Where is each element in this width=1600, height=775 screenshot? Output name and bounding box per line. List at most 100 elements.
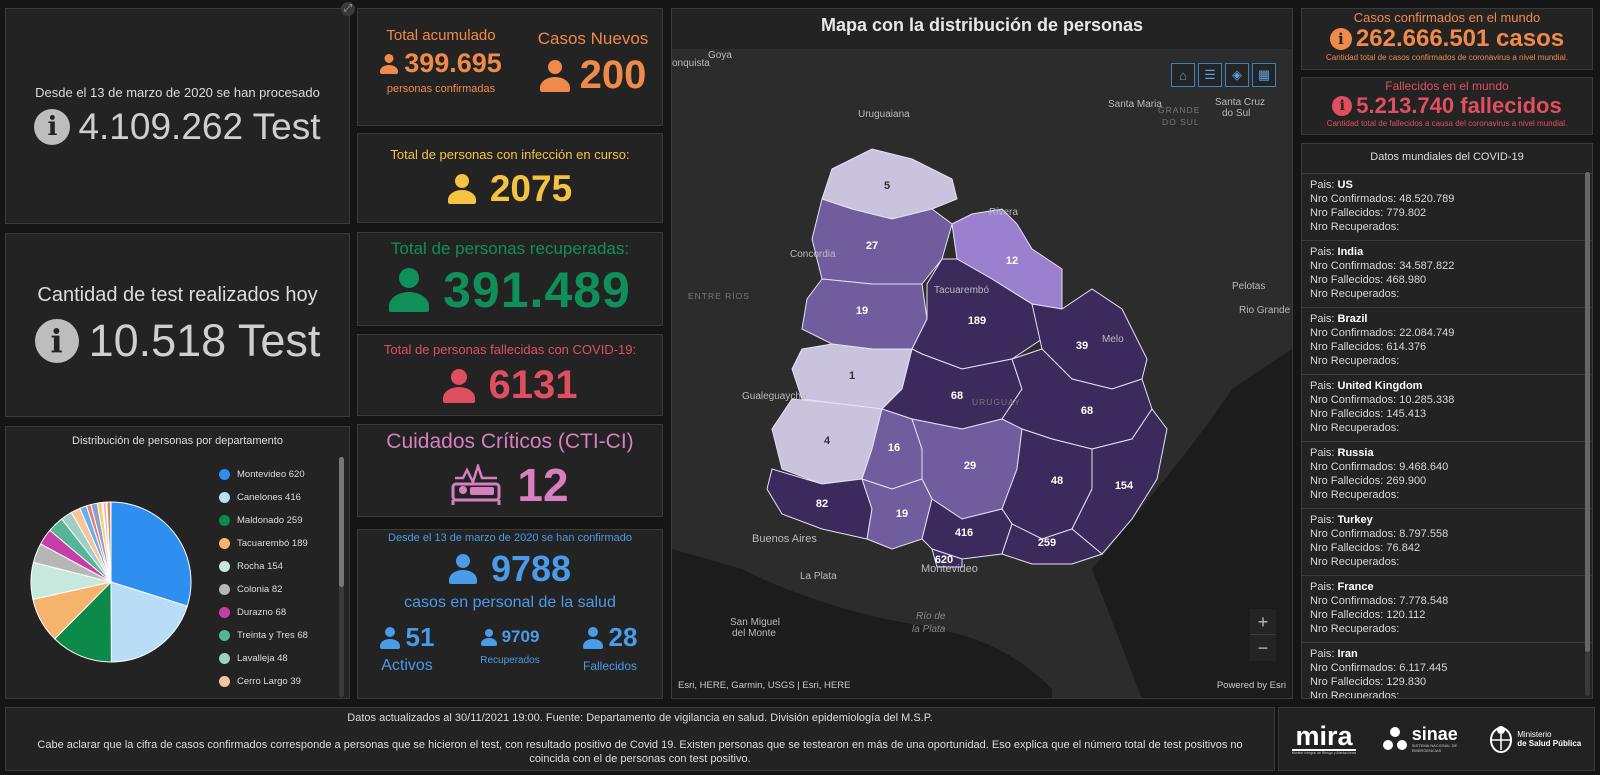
fallecidas-title: Total de personas fallecidas con COVID-1… <box>383 342 637 357</box>
map-region-rocha[interactable] <box>1071 408 1168 555</box>
map-region-value-soriano: 4 <box>824 435 831 447</box>
home-icon[interactable]: ⌂ <box>1171 63 1195 87</box>
country-list-scrollbar-thumb[interactable] <box>1585 172 1590 652</box>
legend-item[interactable]: Colonia 82 <box>219 578 308 601</box>
acumulado-sub: personas confirmadas <box>386 83 496 95</box>
map-region-tacuarembó[interactable] <box>911 258 1043 370</box>
map-region-value-durazno: 68 <box>951 390 963 402</box>
map-region-montevideo[interactable] <box>931 548 963 568</box>
map-place-uruguay: URUGUAY <box>972 397 1021 407</box>
country-fallecidos: Nro Fallecidos: 120.112 <box>1310 609 1426 621</box>
country-entry[interactable]: Pais: Brazil Nro Confirmados: 22.084.749 N… <box>1302 308 1592 375</box>
salud-fallecidos: 28 Fallecidos <box>570 622 650 673</box>
country-confirmados: Nro Confirmados: 9.468.640 <box>1310 461 1449 473</box>
hospital-bed-icon <box>451 463 501 505</box>
legend-swatch <box>219 515 230 526</box>
country-list-scrollbar[interactable] <box>1585 172 1590 696</box>
salud-activos-value: 51 <box>405 622 435 652</box>
country-list[interactable]: Pais: US Nro Confirmados: 48.520.789 Nro F… <box>1302 174 1592 698</box>
zoom-in-button[interactable]: + <box>1250 609 1276 635</box>
pie-slice-maldonado[interactable] <box>54 580 112 663</box>
qr-grid-icon[interactable]: ▦ <box>1252 63 1276 87</box>
map-region-maldonado[interactable] <box>1001 523 1104 565</box>
country-entry[interactable]: Pais: US Nro Confirmados: 48.520.789 Nro F… <box>1302 174 1592 241</box>
legend-item[interactable]: Rocha 154 <box>219 555 308 578</box>
mira-logo: mira Monitor Integral de Riesgo y Afecta… <box>1291 721 1357 755</box>
map-region-value-maldonado: 259 <box>1038 537 1056 549</box>
legend-item[interactable]: Montevideo 620 <box>219 463 308 486</box>
legend-list-icon[interactable]: ☰ <box>1198 63 1222 87</box>
tests-total-value: 4.109.262 Test <box>78 105 321 147</box>
map-place-do-sul: DO SUL <box>1162 117 1200 127</box>
country-entry[interactable]: Pais: France Nro Confirmados: 7.778.548 Nr… <box>1302 576 1592 643</box>
map-place-melo: Melo <box>1102 334 1124 345</box>
world-data-title: Datos mundiales del COVID-19 <box>1302 144 1592 174</box>
map-place-goya: Goya <box>708 50 732 61</box>
map-place-uruguaiana: Uruguaiana <box>858 109 910 120</box>
legend-item[interactable]: Maldonado 259 <box>219 509 308 532</box>
map-region-value-colonia: 82 <box>816 498 828 510</box>
recuperadas-title: Total de personas recuperadas: <box>390 239 630 258</box>
zoom-out-button[interactable]: − <box>1257 638 1269 658</box>
pie-slice-canelones[interactable] <box>110 581 188 663</box>
map-region-value-florida: 29 <box>964 460 976 472</box>
country-entry[interactable]: Pais: Turkey Nro Confirmados: 8.797.558 Nr… <box>1302 509 1592 576</box>
country-name: Pais: United Kingdom <box>1310 380 1423 392</box>
person-icon <box>480 628 497 646</box>
map-panel: Mapa con la distribución de personas 5 27… <box>671 8 1293 699</box>
person-icon <box>539 59 570 92</box>
pie-title: Distribución de personas por departament… <box>72 435 283 447</box>
country-fallecidos: Nro Fallecidos: 129.830 <box>1310 676 1427 688</box>
legend-item[interactable]: Tacuarembó 189 <box>219 532 308 555</box>
country-confirmados: Nro Confirmados: 48.520.789 <box>1310 193 1455 205</box>
tests-today-panel: Cantidad de test realizados hoy i 10.518… <box>5 233 350 417</box>
legend-item[interactable]: Lavalleja 48 <box>219 647 308 670</box>
person-icon <box>389 268 430 312</box>
person-icon <box>447 173 476 204</box>
layers-icon[interactable]: ◈ <box>1225 63 1249 87</box>
pie-slice-montevideo[interactable] <box>110 501 192 607</box>
zoom-controls: + − <box>1250 609 1276 661</box>
expand-icon[interactable]: ⤢ <box>341 2 355 16</box>
map-canvas[interactable]: 5 27 12 19 189 39 1 68 68 4 16 29 48 154 82 19 416 259 620… <box>672 49 1292 698</box>
legend-item[interactable]: Cerro Largo 39 <box>219 670 308 693</box>
country-recuperados: Nro Recuperados: <box>1310 556 1400 568</box>
legend-scrollbar[interactable] <box>339 457 344 697</box>
map-region-value-salto: 27 <box>866 240 878 252</box>
country-name: Pais: France <box>1310 581 1374 593</box>
salud-panel: Desde el 13 de marzo de 2020 se han conf… <box>357 529 663 699</box>
footer-note: Cabe aclarar que la cifra de casos confi… <box>37 739 1243 765</box>
map-region-value-flores: 16 <box>888 442 900 454</box>
country-recuperados: Nro Recuperados: <box>1310 623 1400 635</box>
map-place-san-miguel-1: San Miguel <box>730 617 781 628</box>
country-entry[interactable]: Pais: United Kingdom Nro Confirmados: 10.… <box>1302 375 1592 442</box>
country-entry[interactable]: Pais: Russia Nro Confirmados: 9.468.640 Nr… <box>1302 442 1592 509</box>
map-place-san-miguel-2: del Monte <box>732 628 776 639</box>
info-icon: i <box>34 318 79 363</box>
en-curso-value: 2075 <box>489 167 573 209</box>
country-entry[interactable]: Pais: Iran Nro Confirmados: 6.117.445 Nro … <box>1302 643 1592 698</box>
legend-item[interactable]: Treinta y Tres 68 <box>219 624 308 647</box>
world-cases-value: 262.666.501 casos <box>1355 25 1565 52</box>
country-entry[interactable]: Pais: India Nro Confirmados: 34.587.822 Nr… <box>1302 241 1592 308</box>
country-confirmados: Nro Confirmados: 8.797.558 <box>1310 528 1449 540</box>
legend-swatch <box>219 538 230 549</box>
salud-caption: Desde el 13 de marzo de 2020 se han conf… <box>388 532 632 544</box>
legend-label: Treinta y Tres 68 <box>237 630 308 641</box>
map-region-value-montevideo: 620 <box>935 554 953 566</box>
map-powered[interactable]: Powered by Esri <box>1216 680 1286 691</box>
acumulado-title: Total acumulado <box>386 27 496 44</box>
map-place-tacuarembo: Tacuarembó <box>934 285 990 296</box>
legend-scrollbar-thumb[interactable] <box>339 457 344 587</box>
map-place-la-plata: La Plata <box>800 571 837 582</box>
legend-item[interactable]: Canelones 416 <box>219 486 308 509</box>
world-cases-panel: Casos confirmados en el mundo i 262.666.… <box>1301 8 1593 70</box>
person-icon <box>442 368 475 403</box>
legend-item[interactable]: Durazno 68 <box>219 601 308 624</box>
map-region-value-río-negro: 1 <box>849 370 855 382</box>
country-name: Pais: Brazil <box>1310 313 1368 325</box>
world-deaths-sub: Cantidad total de fallecidos a causa del… <box>1326 119 1568 128</box>
legend-label: Rocha 154 <box>237 561 283 572</box>
sinae-logo: sinae SISTEMA NACIONAL DE EMERGENCIAS <box>1382 725 1464 753</box>
world-deaths-value: 5.213.740 fallecidos <box>1356 93 1562 118</box>
